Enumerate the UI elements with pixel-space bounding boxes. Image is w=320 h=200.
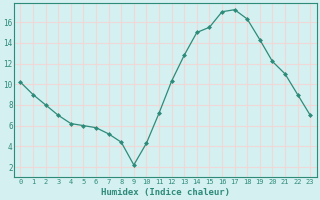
X-axis label: Humidex (Indice chaleur): Humidex (Indice chaleur) [101,188,230,197]
